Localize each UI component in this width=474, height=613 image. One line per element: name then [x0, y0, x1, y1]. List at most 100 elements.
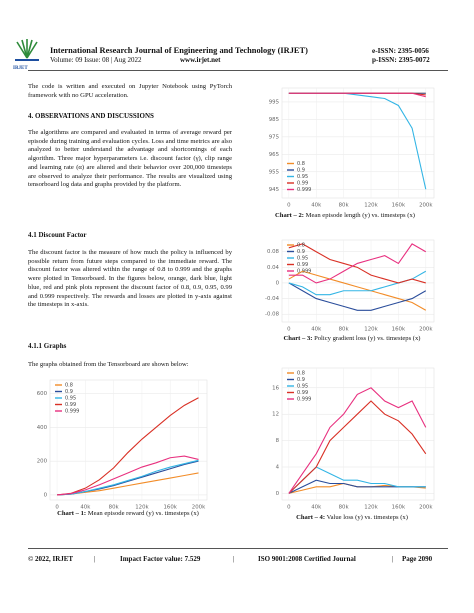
separator: | — [392, 555, 394, 563]
x-tick-label: 120k — [364, 203, 378, 209]
caption-label: Chart – 2: — [275, 212, 304, 219]
x-tick-label: 40k — [80, 505, 91, 511]
x-tick-label: 40k — [311, 505, 322, 511]
impact-factor: Impact Factor value: 7.529 — [120, 555, 201, 563]
copyright: © 2022, IRJET — [28, 555, 74, 563]
y-tick-label: 955 — [269, 169, 279, 175]
series-line — [288, 243, 427, 284]
legend-label: 0.999 — [297, 269, 311, 275]
section-text: The discount factor is the measure of ho… — [28, 249, 232, 309]
legend-label: 0.99 — [297, 181, 308, 187]
intro-text: The code is written and executed on Jupy… — [28, 83, 232, 99]
y-tick-label: -0.04 — [265, 296, 280, 302]
x-tick-label: 160k — [164, 505, 178, 511]
legend-label: 0.95 — [297, 174, 308, 180]
series-line — [57, 455, 199, 496]
x-tick-label: 0 — [287, 327, 291, 333]
section-title: 4.1.1 Graphs — [28, 342, 67, 350]
x-tick-label: 0 — [287, 505, 291, 511]
x-tick-label: 80k — [339, 505, 350, 511]
y-tick-label: -0.08 — [265, 312, 280, 318]
legend-label: 0.999 — [297, 187, 311, 193]
legend-label: 0.95 — [65, 396, 76, 402]
y-tick-label: 4 — [276, 465, 280, 471]
legend-label: 0.8 — [297, 243, 305, 249]
caption-text: Mean episode reward (y) vs. timesteps (x… — [87, 510, 199, 517]
x-tick-label: 80k — [339, 203, 350, 209]
x-tick-label: 160k — [392, 327, 406, 333]
y-tick-label: 945 — [269, 187, 279, 193]
x-tick-label: 40k — [311, 327, 322, 333]
chart-caption: Chart – 3: Policy gradient loss (y) vs. … — [242, 335, 462, 342]
chart-caption: Chart – 1: Mean episode reward (y) vs. t… — [18, 510, 238, 517]
legend-label: 0.99 — [297, 262, 308, 268]
y-tick-label: 12 — [272, 412, 279, 418]
caption-label: Chart – 3: — [283, 335, 313, 342]
volume: Volume: 09 Issue: 08 | Aug 2022 — [50, 56, 142, 64]
caption-text: Value loss (y) vs. timesteps (x) — [326, 514, 408, 521]
x-tick-label: 40k — [311, 203, 322, 209]
y-tick-label: 975 — [269, 134, 279, 140]
legend-label: 0.8 — [297, 371, 305, 377]
chart-caption: Chart – 2: Mean episode length (y) vs. t… — [235, 212, 455, 219]
y-tick-label: 965 — [269, 152, 279, 158]
legend-label: 0.99 — [297, 390, 308, 396]
header-rule — [28, 70, 448, 71]
series-line — [57, 472, 199, 496]
y-tick-label: 995 — [269, 99, 279, 105]
x-tick-label: 80k — [339, 327, 350, 333]
legend-label: 0.9 — [65, 389, 73, 395]
legend-label: 0.9 — [297, 377, 305, 383]
x-tick-label: 160k — [392, 505, 406, 511]
legend-label: 0.99 — [65, 402, 76, 408]
y-tick-label: 400 — [37, 425, 48, 431]
graphs-intro: The graphs obtained from the Tensorboard… — [28, 361, 189, 368]
caption-label: Chart – 1: — [57, 510, 87, 517]
website: www.irjet.net — [180, 56, 221, 64]
x-tick-label: 200k — [419, 203, 433, 209]
section-title: 4.1 Discount Factor — [28, 231, 87, 239]
x-tick-label: 0 — [55, 505, 59, 511]
page-number: Page 2090 — [402, 555, 433, 563]
plot-area — [281, 239, 435, 323]
footer-rule — [28, 548, 448, 549]
x-tick-label: 120k — [364, 327, 378, 333]
x-tick-label: 200k — [419, 505, 433, 511]
series-line — [288, 92, 426, 98]
x-tick-label: 80k — [109, 505, 120, 511]
separator: | — [233, 555, 235, 563]
section-title: 4. OBSERVATIONS AND DISCUSSIONS — [28, 112, 154, 120]
x-tick-label: 120k — [135, 505, 149, 511]
y-tick-label: 0 — [276, 491, 280, 497]
legend-label: 0.8 — [65, 383, 73, 389]
legend-label: 0.95 — [297, 256, 308, 262]
section-text: The algorithms are compared and evaluate… — [28, 129, 232, 189]
series-line — [57, 459, 199, 496]
legend-label: 0.999 — [297, 397, 311, 403]
series-line — [57, 397, 199, 496]
y-tick-label: 8 — [276, 438, 280, 444]
x-tick-label: 200k — [192, 505, 206, 511]
p-issn: p-ISSN: 2395-0072 — [372, 56, 430, 64]
caption-text: Policy gradient loss (y) vs. timesteps (… — [314, 335, 421, 342]
series-line — [288, 387, 427, 494]
x-tick-label: 0 — [287, 203, 291, 209]
y-tick-label: 0.08 — [267, 249, 280, 255]
y-tick-label: 0 — [44, 492, 48, 498]
y-tick-label: 16 — [272, 385, 279, 391]
legend-label: 0.9 — [297, 249, 305, 255]
chart-caption: Chart – 4: Value loss (y) vs. timesteps … — [242, 514, 462, 521]
legend-label: 0.9 — [297, 168, 305, 174]
x-tick-label: 120k — [364, 505, 378, 511]
x-tick-label: 200k — [419, 327, 433, 333]
plot-area — [281, 87, 435, 199]
logo — [15, 39, 39, 61]
y-tick-label: 0.04 — [267, 265, 280, 271]
plot-area — [281, 367, 435, 501]
legend-label: 0.95 — [297, 384, 308, 390]
series-line — [288, 270, 427, 311]
x-tick-label: 160k — [392, 203, 406, 209]
y-tick-label: 200 — [37, 459, 48, 465]
iso: ISO 9001:2008 Certified Journal — [258, 555, 356, 563]
